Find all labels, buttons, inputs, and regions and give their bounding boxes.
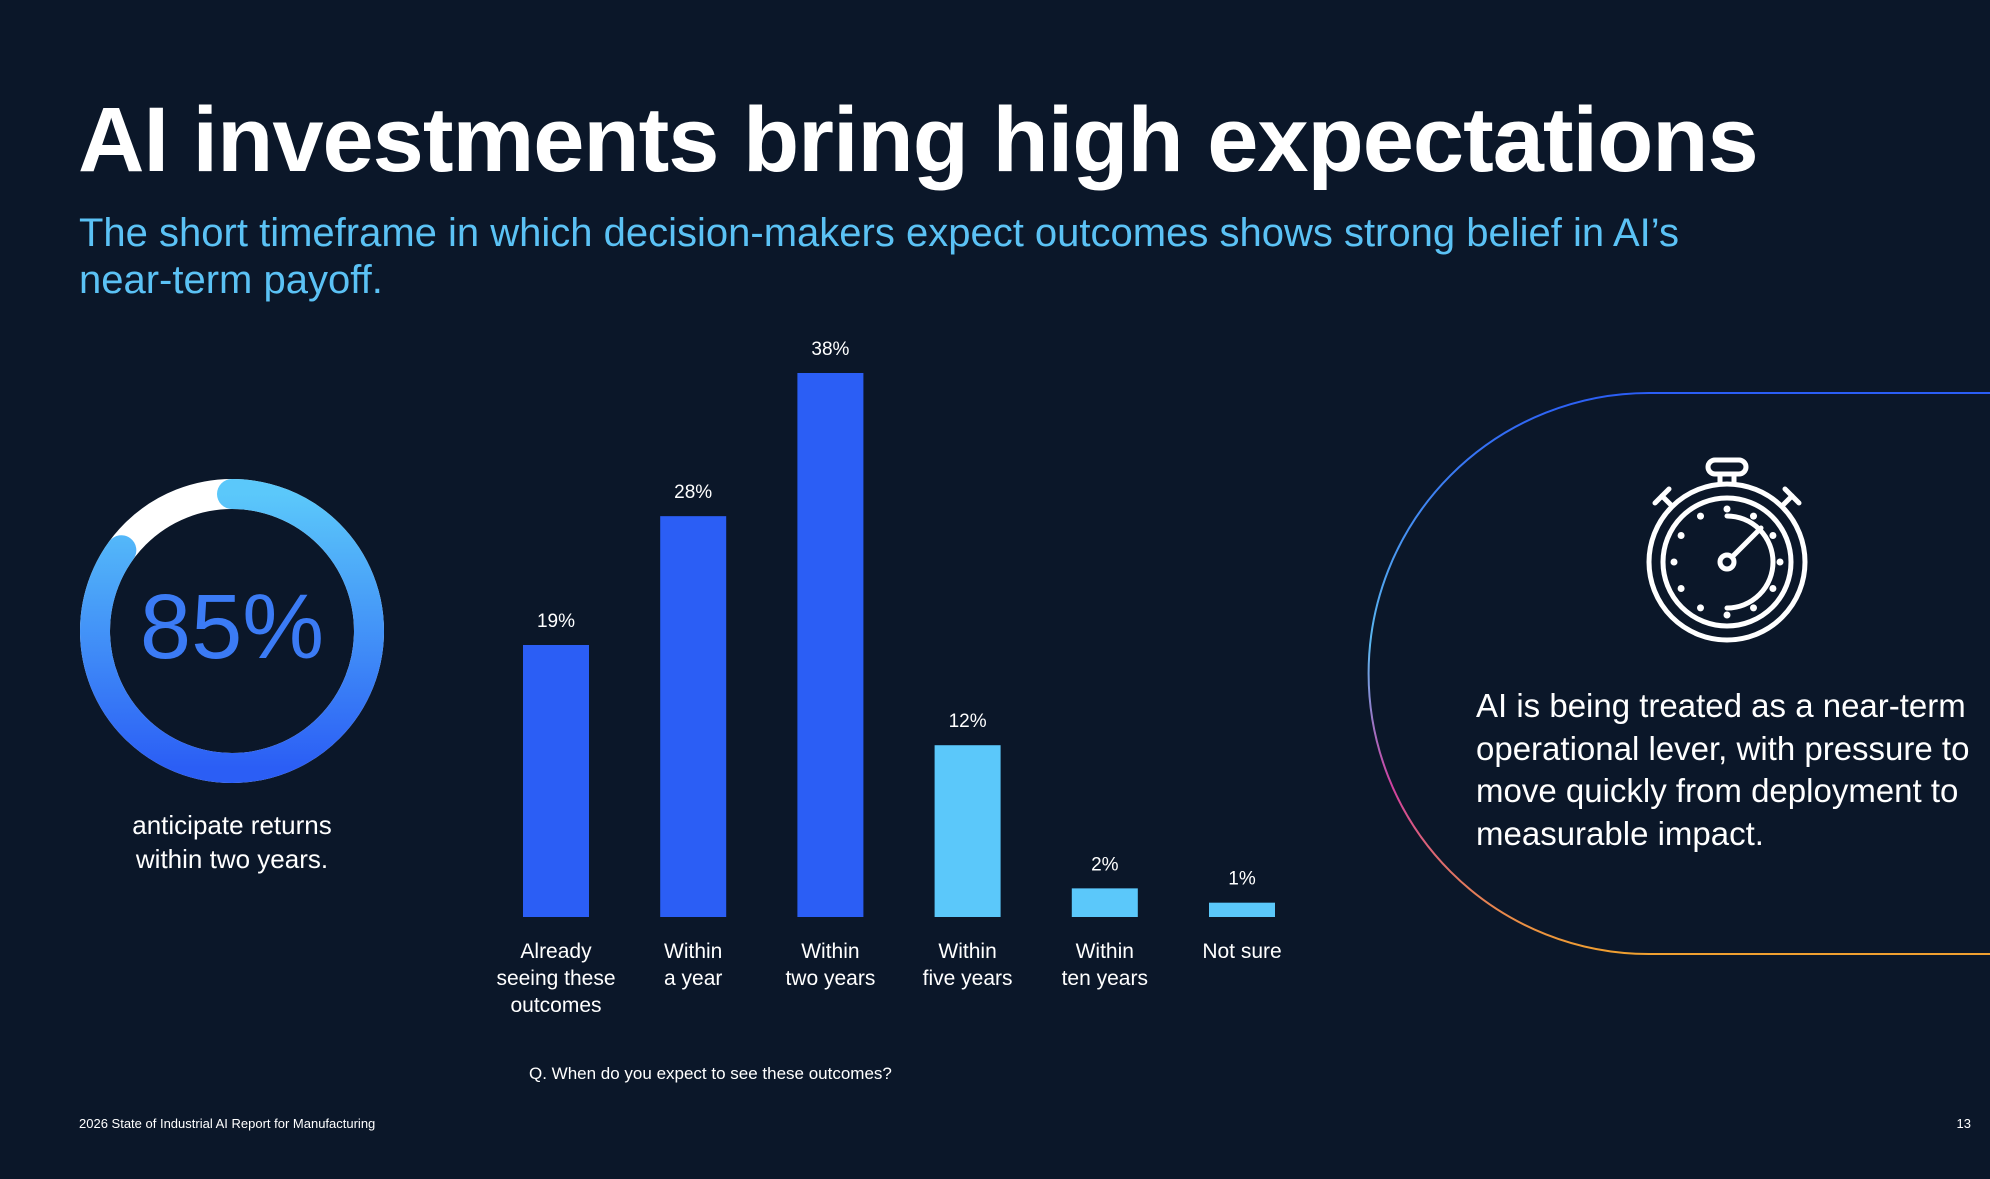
donut-chart [80,479,384,783]
stopwatch-dots [1670,505,1784,619]
bar [1209,902,1275,917]
survey-question: Q. When do you expect to see these outco… [529,1064,892,1083]
category-label: Already seeing these outcomes [481,938,631,1019]
bar-value-label: 28% [674,482,712,503]
footer-report-title: 2026 State of Industrial AI Report for M… [79,1116,376,1131]
page-number: 13 [1956,1116,1971,1131]
bar [660,516,727,917]
donut-value-arc [80,479,384,783]
bar-value-label: 38% [811,339,849,360]
category-label-line: Within [1075,940,1134,963]
page-title: AI investments bring high expectations [78,89,1759,191]
bar-chart: 19% 28% 38% 12% 2% 1% [523,339,1275,917]
category-label: Within ten years [1030,938,1180,992]
bar [523,645,589,917]
stopwatch-dot [1697,512,1704,520]
category-label-line: outcomes [510,994,602,1017]
category-label-line: seeing these [496,967,616,990]
category-label-line: five years [922,967,1013,990]
stopwatch-dot [1750,512,1757,520]
stopwatch-dot [1723,611,1731,619]
bar-value-label: 1% [1228,869,1256,890]
category-label-line: Not sure [1202,940,1282,963]
category-label: Not sure [1167,938,1317,965]
stopwatch-dot [1677,532,1685,539]
bar [934,745,1001,917]
category-label: Within two years [755,938,905,992]
donut-caption-line: anticipate returns [132,810,332,840]
donut-caption: anticipate returns within two years. [82,808,382,876]
stopwatch-dot [1750,604,1757,612]
stopwatch-dot [1677,585,1685,592]
donut-value-label: 85% [139,576,325,678]
page-subtitle: The short timeframe in which decision-ma… [79,211,1679,302]
stopwatch-dot [1670,558,1678,566]
bar [1071,888,1138,917]
panel-outline [1367,392,1990,955]
category-label: Within a year [618,938,768,992]
category-label-line: Already [520,940,592,963]
category-label-line: ten years [1061,967,1148,990]
category-label-line: two years [785,967,876,990]
bar-value-label: 12% [949,711,987,732]
stopwatch-dot [1697,604,1704,612]
category-label-line: Within [801,940,860,963]
bar-value-label: 2% [1091,854,1119,875]
stopwatch-icon [1646,457,1808,643]
stopwatch-dot [1769,532,1777,539]
category-label-line: Within [664,940,723,963]
bar [797,373,864,917]
stopwatch-dot [1723,505,1731,513]
bar-value-label: 19% [537,611,575,632]
stopwatch-dot [1776,558,1784,566]
donut-caption-line: within two years. [135,844,329,874]
category-label-line: Within [938,940,997,963]
panel-text: AI is being treated as a near-term opera… [1476,687,1970,852]
category-label-line: a year [664,967,723,990]
stopwatch-dot [1769,585,1777,592]
category-label: Within five years [893,938,1043,992]
